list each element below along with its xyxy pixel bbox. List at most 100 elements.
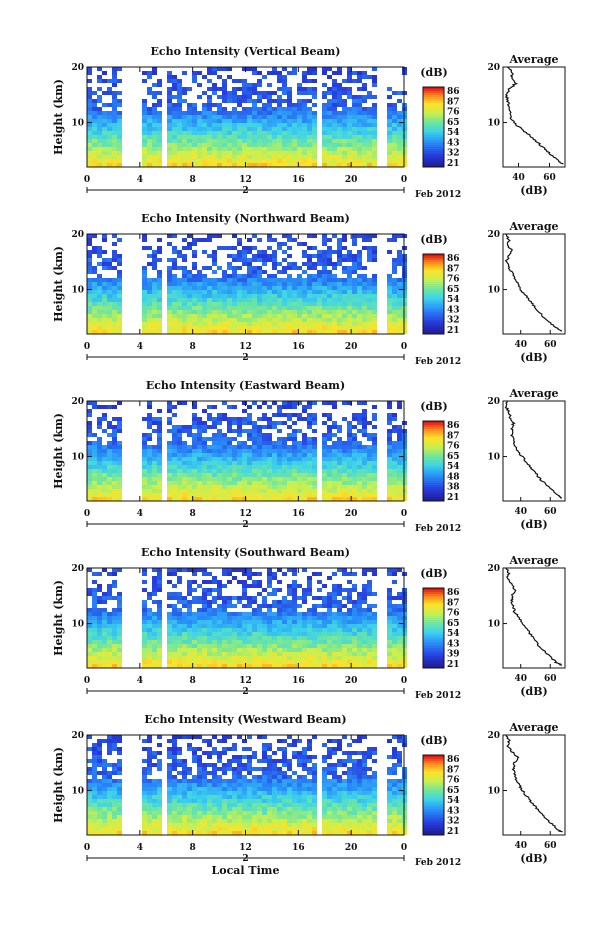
heatmap-cell bbox=[302, 592, 307, 596]
heatmap-cell bbox=[397, 163, 402, 167]
heatmap-cell bbox=[187, 648, 192, 652]
heatmap-cell bbox=[317, 660, 322, 664]
heatmap-cell bbox=[252, 497, 257, 501]
heatmap-cell bbox=[172, 75, 177, 79]
heatmap-cell bbox=[202, 143, 207, 147]
heatmap-cell bbox=[332, 489, 337, 493]
heatmap-cell bbox=[172, 139, 177, 143]
heatmap-cell bbox=[332, 266, 337, 270]
heatmap-cell bbox=[117, 278, 122, 282]
heatmap-cell bbox=[102, 147, 107, 151]
heatmap-cell bbox=[292, 278, 297, 282]
heatmap-cell bbox=[287, 322, 292, 326]
colorbar-segment bbox=[423, 292, 444, 295]
heatmap-cell bbox=[107, 278, 112, 282]
heatmap-cell bbox=[397, 664, 402, 668]
heatmap-cell bbox=[157, 119, 162, 123]
heatmap-cell bbox=[272, 286, 277, 290]
heatmap-cell bbox=[202, 274, 207, 278]
heatmap-cell bbox=[102, 644, 107, 648]
heatmap-cell bbox=[277, 159, 282, 163]
heatmap-cell bbox=[187, 139, 192, 143]
heatmap-cell bbox=[177, 314, 182, 318]
heatmap-cell bbox=[92, 616, 97, 620]
heatmap-cell bbox=[322, 238, 327, 242]
heatmap-cell bbox=[167, 143, 172, 147]
heatmap-cell bbox=[192, 620, 197, 624]
heatmap-cell bbox=[342, 660, 347, 664]
heatmap-cell bbox=[147, 246, 152, 250]
heatmap-cell bbox=[202, 103, 207, 107]
heatmap-cell bbox=[157, 437, 162, 441]
heatmap-cell bbox=[232, 163, 237, 167]
heatmap-cell bbox=[242, 290, 247, 294]
heatmap-cell bbox=[177, 250, 182, 254]
heatmap-cell bbox=[332, 330, 337, 334]
heatmap-cell bbox=[397, 477, 402, 481]
heatmap-cell bbox=[247, 604, 252, 608]
heatmap-cell bbox=[212, 115, 217, 119]
heatmap-cell bbox=[227, 497, 232, 501]
heatmap-cell bbox=[322, 644, 327, 648]
heatmap-cell bbox=[397, 429, 402, 433]
heatmap-cell bbox=[397, 310, 402, 314]
heatmap-cell bbox=[347, 644, 352, 648]
heatmap-cell bbox=[177, 441, 182, 445]
heatmap-cell bbox=[337, 620, 342, 624]
heatmap-cell bbox=[232, 234, 237, 238]
heatmap-cell bbox=[142, 111, 147, 115]
heatmap-cell bbox=[167, 644, 172, 648]
heatmap-cell bbox=[242, 445, 247, 449]
heatmap-cell bbox=[307, 401, 312, 405]
heatmap-cell bbox=[362, 246, 367, 250]
heatmap-cell bbox=[302, 286, 307, 290]
heatmap-cell bbox=[242, 441, 247, 445]
heatmap-cell bbox=[117, 481, 122, 485]
heatmap-cell bbox=[262, 282, 267, 286]
heatmap-cell bbox=[147, 632, 152, 636]
heatmap-cell bbox=[232, 481, 237, 485]
heatmap-cell bbox=[87, 95, 92, 99]
heatmap-cell bbox=[307, 115, 312, 119]
heatmap-cell bbox=[192, 437, 197, 441]
heatmap-cell bbox=[232, 596, 237, 600]
heatmap-cell bbox=[272, 612, 277, 616]
heatmap-cell bbox=[372, 302, 377, 306]
heatmap-cell bbox=[147, 151, 152, 155]
heatmap-cell bbox=[87, 497, 92, 501]
heatmap-cell bbox=[87, 477, 92, 481]
heatmap-cell bbox=[192, 588, 197, 592]
heatmap-cell bbox=[287, 600, 292, 604]
colorbar-tick-label: 32 bbox=[447, 316, 460, 326]
heatmap-cell bbox=[332, 234, 337, 238]
heatmap-cell bbox=[327, 425, 332, 429]
heatmap-cell bbox=[267, 445, 272, 449]
heatmap-cell bbox=[352, 326, 357, 330]
heatmap-cell bbox=[197, 159, 202, 163]
heatmap-cell bbox=[97, 497, 102, 501]
heatmap-cell bbox=[172, 87, 177, 91]
heatmap-cell bbox=[302, 159, 307, 163]
colorbar-tick-label: 38 bbox=[447, 483, 460, 493]
heatmap-cell bbox=[227, 123, 232, 127]
heatmap-cell bbox=[357, 127, 362, 131]
heatmap-cell bbox=[97, 421, 102, 425]
heatmap-cell bbox=[332, 87, 337, 91]
heatmap-cell bbox=[367, 445, 372, 449]
heatmap-cell bbox=[172, 330, 177, 334]
heatmap-cell bbox=[152, 652, 157, 656]
heatmap-cell bbox=[387, 656, 392, 660]
heatmap-cell bbox=[87, 636, 92, 640]
heatmap-cell bbox=[102, 250, 107, 254]
heatmap-cell bbox=[347, 306, 352, 310]
colorbar-segment bbox=[423, 165, 444, 168]
heatmap-cell bbox=[282, 465, 287, 469]
heatmap-cell bbox=[152, 282, 157, 286]
heatmap-cell bbox=[172, 473, 177, 477]
heatmap-cell bbox=[367, 155, 372, 159]
heatmap-cell bbox=[367, 485, 372, 489]
heatmap-cell bbox=[157, 469, 162, 473]
heatmap-cell bbox=[347, 429, 352, 433]
heatmap-cell bbox=[362, 326, 367, 330]
heatmap-cell bbox=[87, 791, 92, 795]
